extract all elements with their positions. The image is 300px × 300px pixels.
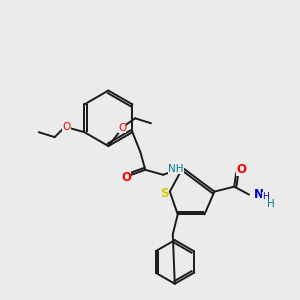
Text: N: N (254, 188, 264, 201)
Text: O: O (62, 122, 71, 132)
Text: O: O (236, 163, 246, 176)
Text: H: H (267, 200, 275, 209)
Text: O: O (122, 171, 131, 184)
Text: H: H (262, 192, 269, 201)
Text: NH: NH (168, 164, 184, 174)
Text: O: O (118, 123, 126, 133)
Text: S: S (160, 187, 169, 200)
